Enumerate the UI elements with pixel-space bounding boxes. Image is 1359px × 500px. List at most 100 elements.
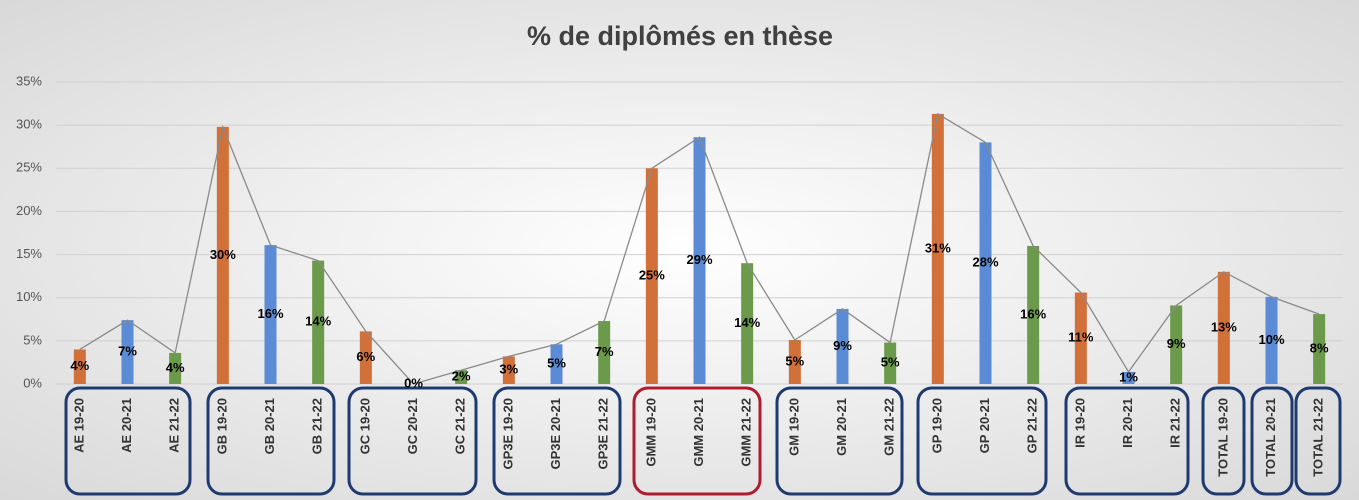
x-tick-label: AE 21-22: [167, 398, 182, 453]
x-tick-label: GM 19-20: [786, 398, 801, 456]
x-tick-label: GMM 20-21: [691, 398, 706, 467]
value-label: 30%: [210, 247, 236, 262]
group-box: [64, 386, 192, 496]
x-tick-label: GB 20-21: [262, 398, 277, 454]
group-box: [1064, 386, 1190, 496]
bar: [216, 126, 229, 385]
x-tick-label: IR 19-20: [1072, 398, 1087, 448]
value-label: 13%: [1211, 319, 1237, 334]
value-label: 5%: [785, 353, 804, 368]
bar: [550, 344, 563, 384]
x-tick-label: GC 19-20: [357, 398, 372, 454]
x-tick-label: AE 19-20: [71, 398, 86, 453]
x-tick-label: GP3E 19-20: [500, 398, 515, 470]
x-tick-label: GP3E 21-22: [596, 398, 611, 470]
bar: [121, 320, 134, 384]
x-tick-label: TOTAL 20-21: [1263, 398, 1278, 477]
x-tick-label: GMM 19-20: [643, 398, 658, 467]
value-label: 28%: [972, 255, 998, 270]
group-box: [1294, 386, 1342, 496]
bar: [931, 113, 944, 384]
value-label: 7%: [118, 344, 137, 359]
x-tick-label: IR 20-21: [1120, 398, 1135, 448]
value-label: 4%: [166, 360, 185, 375]
bar: [1074, 292, 1087, 384]
x-tick-label: GC 21-22: [453, 398, 468, 454]
y-tick-label: 20%: [16, 203, 42, 218]
bar: [1170, 305, 1183, 384]
bar: [169, 352, 182, 384]
y-tick-label: 0%: [23, 375, 42, 390]
bar: [1313, 314, 1326, 384]
bar: [264, 245, 277, 384]
value-label: 8%: [1310, 340, 1329, 355]
value-label: 1%: [1119, 369, 1138, 384]
group-box: [206, 386, 336, 496]
bar: [645, 168, 658, 384]
value-label: 10%: [1258, 332, 1284, 347]
x-tick-label: GM 20-21: [834, 398, 849, 456]
value-label: 16%: [1020, 306, 1046, 321]
group-box: [916, 386, 1048, 496]
value-label: 11%: [1068, 330, 1094, 345]
x-tick-label: TOTAL 19-20: [1215, 398, 1230, 477]
x-tick-label: GB 19-20: [214, 398, 229, 454]
bar: [741, 263, 754, 384]
x-tick-label: GB 21-22: [310, 398, 325, 454]
value-label: 16%: [257, 306, 283, 321]
x-tick-label: TOTAL 21-22: [1311, 398, 1326, 477]
x-tick-label: AE 20-21: [119, 398, 134, 453]
x-tick-label: IR 21-22: [1168, 398, 1183, 448]
bar: [73, 349, 86, 384]
y-tick-label: 25%: [16, 160, 42, 175]
x-tick-label: GP 19-20: [929, 398, 944, 453]
bar: [836, 308, 849, 384]
group-box: [492, 386, 622, 496]
y-tick-label: 10%: [16, 289, 42, 304]
bar: [598, 321, 611, 384]
value-label: 14%: [305, 314, 331, 329]
x-tick-label: GMM 21-22: [739, 398, 754, 467]
group-box: [632, 386, 762, 496]
value-label: 2%: [452, 369, 471, 384]
value-label: 25%: [639, 268, 665, 283]
group-box: [347, 386, 478, 496]
value-label: 3%: [499, 362, 518, 377]
value-label: 9%: [833, 338, 852, 353]
x-tick-label: GP 21-22: [1025, 398, 1040, 453]
trend-line: [79, 112, 1320, 385]
bar: [455, 370, 468, 384]
y-tick-label: 35%: [16, 73, 42, 88]
value-label: 7%: [595, 344, 614, 359]
bar: [1122, 371, 1135, 384]
bar: [693, 137, 706, 384]
bar: [884, 342, 897, 384]
x-tick-label: GP 20-21: [977, 398, 992, 453]
bar: [312, 260, 325, 384]
chart-title: % de diplômés en thèse: [527, 21, 833, 51]
value-label: 5%: [881, 355, 900, 370]
y-tick-label: 5%: [23, 332, 42, 347]
bar: [502, 356, 515, 384]
bar: [1265, 296, 1278, 384]
value-label: 6%: [356, 349, 375, 364]
bar: [359, 331, 372, 384]
bar: [1027, 245, 1040, 384]
value-label: 4%: [70, 358, 89, 373]
x-tick-label: GP3E 20-21: [548, 398, 563, 470]
value-label: 0%: [404, 375, 423, 390]
x-tick-label: GC 20-21: [405, 398, 420, 454]
bar: [788, 339, 801, 384]
bar: [1217, 271, 1230, 384]
value-label: 14%: [734, 315, 760, 330]
value-label: 31%: [925, 240, 951, 255]
value-label: 9%: [1167, 336, 1186, 351]
y-tick-label: 15%: [16, 246, 42, 261]
bar: [979, 142, 992, 384]
x-tick-label: GM 21-22: [882, 398, 897, 456]
group-box: [1201, 386, 1246, 496]
group-box: [775, 386, 904, 496]
y-tick-label: 30%: [16, 117, 42, 132]
group-box: [1250, 386, 1294, 496]
